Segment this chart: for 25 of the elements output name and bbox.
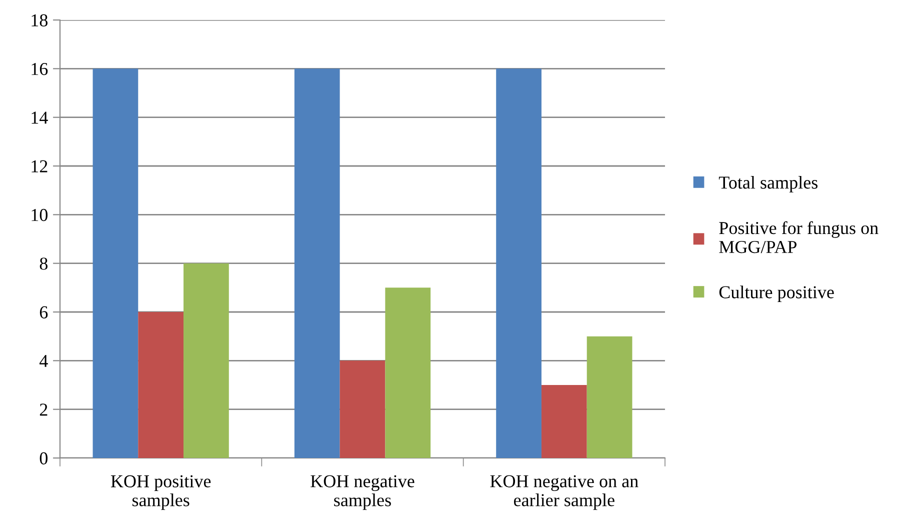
y-tick-label: 16 (32, 62, 48, 76)
bar (385, 288, 431, 458)
legend-label: Total samples (718, 176, 818, 192)
y-tick-label: 12 (32, 160, 48, 172)
bar (586, 336, 632, 458)
legend-label: Positive for fungus on MGG/PAP (719, 221, 878, 254)
y-tick-label: 2 (40, 404, 48, 416)
bar (184, 263, 229, 458)
bar (138, 312, 184, 458)
y-tick-label: 10 (32, 208, 48, 222)
bar (340, 360, 386, 458)
y-tick-label: 8 (40, 258, 48, 270)
bar (92, 68, 138, 458)
bar (294, 68, 340, 458)
y-tick-label: 4 (40, 355, 48, 367)
legend-label: Culture positive (719, 286, 834, 302)
y-tick-label: 0 (40, 452, 48, 464)
y-tick-label: 18 (32, 14, 48, 26)
bar (496, 68, 542, 458)
bar (541, 385, 587, 458)
x-tick-label: KOH negative on an earlier sample (490, 475, 638, 510)
y-tick-label: 6 (40, 306, 48, 318)
x-tick-label: KOH negative samples (310, 475, 414, 510)
x-tick-label: KOH positive samples (110, 475, 211, 510)
y-tick-label: 14 (32, 112, 48, 124)
